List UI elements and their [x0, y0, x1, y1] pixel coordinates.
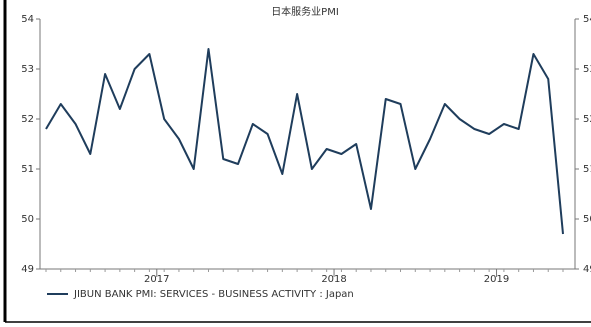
y-tick-label: 51 [21, 164, 34, 175]
x-tick-label: 2017 [144, 274, 169, 285]
y-tick-label: 50 [21, 214, 34, 225]
y-tick-label: 54 [21, 14, 34, 25]
y-tick-label: 52 [21, 114, 34, 125]
y-tick-label: 53 [21, 64, 34, 75]
legend-label: JIBUN BANK PMI: SERVICES - BUSINESS ACTI… [73, 289, 354, 300]
chart-title: 日本服务业PMI [271, 5, 339, 18]
y2-tick-label: 51 [583, 164, 591, 175]
y2-tick-label: 50 [583, 214, 591, 225]
y2-tick-label: 52 [583, 114, 591, 125]
x-tick-label: 2018 [321, 274, 346, 285]
series-line [45, 48, 564, 235]
y2-tick-label: 49 [583, 264, 591, 275]
y2-tick-label: 53 [583, 64, 591, 75]
y-tick-label: 49 [21, 264, 34, 275]
x-tick-label: 2019 [484, 274, 509, 285]
y2-tick-label: 54 [583, 14, 591, 25]
